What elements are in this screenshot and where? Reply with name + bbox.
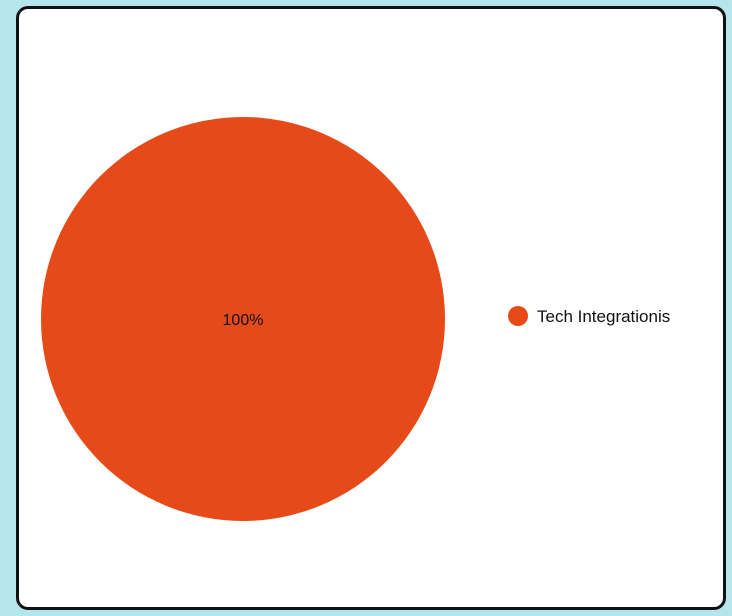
pie-slice-labels: 100% [223, 312, 264, 329]
legend-swatch [508, 306, 528, 326]
pie-slices [41, 117, 445, 521]
chart-card: 100% Tech Integrationis [16, 6, 726, 610]
pie-chart: 100% Tech Integrationis [41, 117, 670, 521]
slice-percent-label: 100% [223, 312, 264, 329]
legend: Tech Integrationis [508, 306, 670, 326]
pie-slice[interactable] [41, 117, 445, 521]
legend-label: Tech Integrationis [537, 307, 670, 326]
